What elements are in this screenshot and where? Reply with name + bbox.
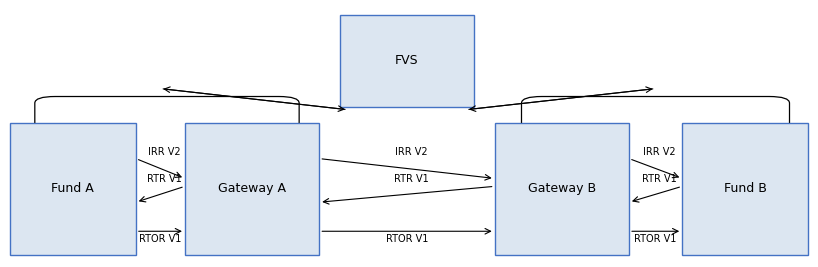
Text: Gateway A: Gateway A [218, 182, 286, 195]
FancyBboxPatch shape [495, 123, 629, 255]
Text: RTOR V1: RTOR V1 [386, 234, 428, 244]
Text: IRR V2: IRR V2 [395, 147, 427, 157]
Text: RTR V1: RTR V1 [147, 174, 182, 184]
Text: RTR V1: RTR V1 [393, 174, 429, 184]
Text: Fund B: Fund B [724, 182, 766, 195]
Text: IRR V2: IRR V2 [148, 147, 181, 157]
FancyBboxPatch shape [185, 123, 319, 255]
Text: RTOR V1: RTOR V1 [635, 234, 676, 244]
Text: Gateway B: Gateway B [528, 182, 596, 195]
Text: IRR V2: IRR V2 [644, 147, 676, 157]
Text: FVS: FVS [395, 54, 419, 67]
Text: RTOR V1: RTOR V1 [139, 234, 182, 244]
FancyBboxPatch shape [339, 15, 474, 107]
FancyBboxPatch shape [682, 123, 808, 255]
Text: RTR V1: RTR V1 [642, 174, 677, 184]
FancyBboxPatch shape [10, 123, 136, 255]
Text: Fund A: Fund A [52, 182, 94, 195]
